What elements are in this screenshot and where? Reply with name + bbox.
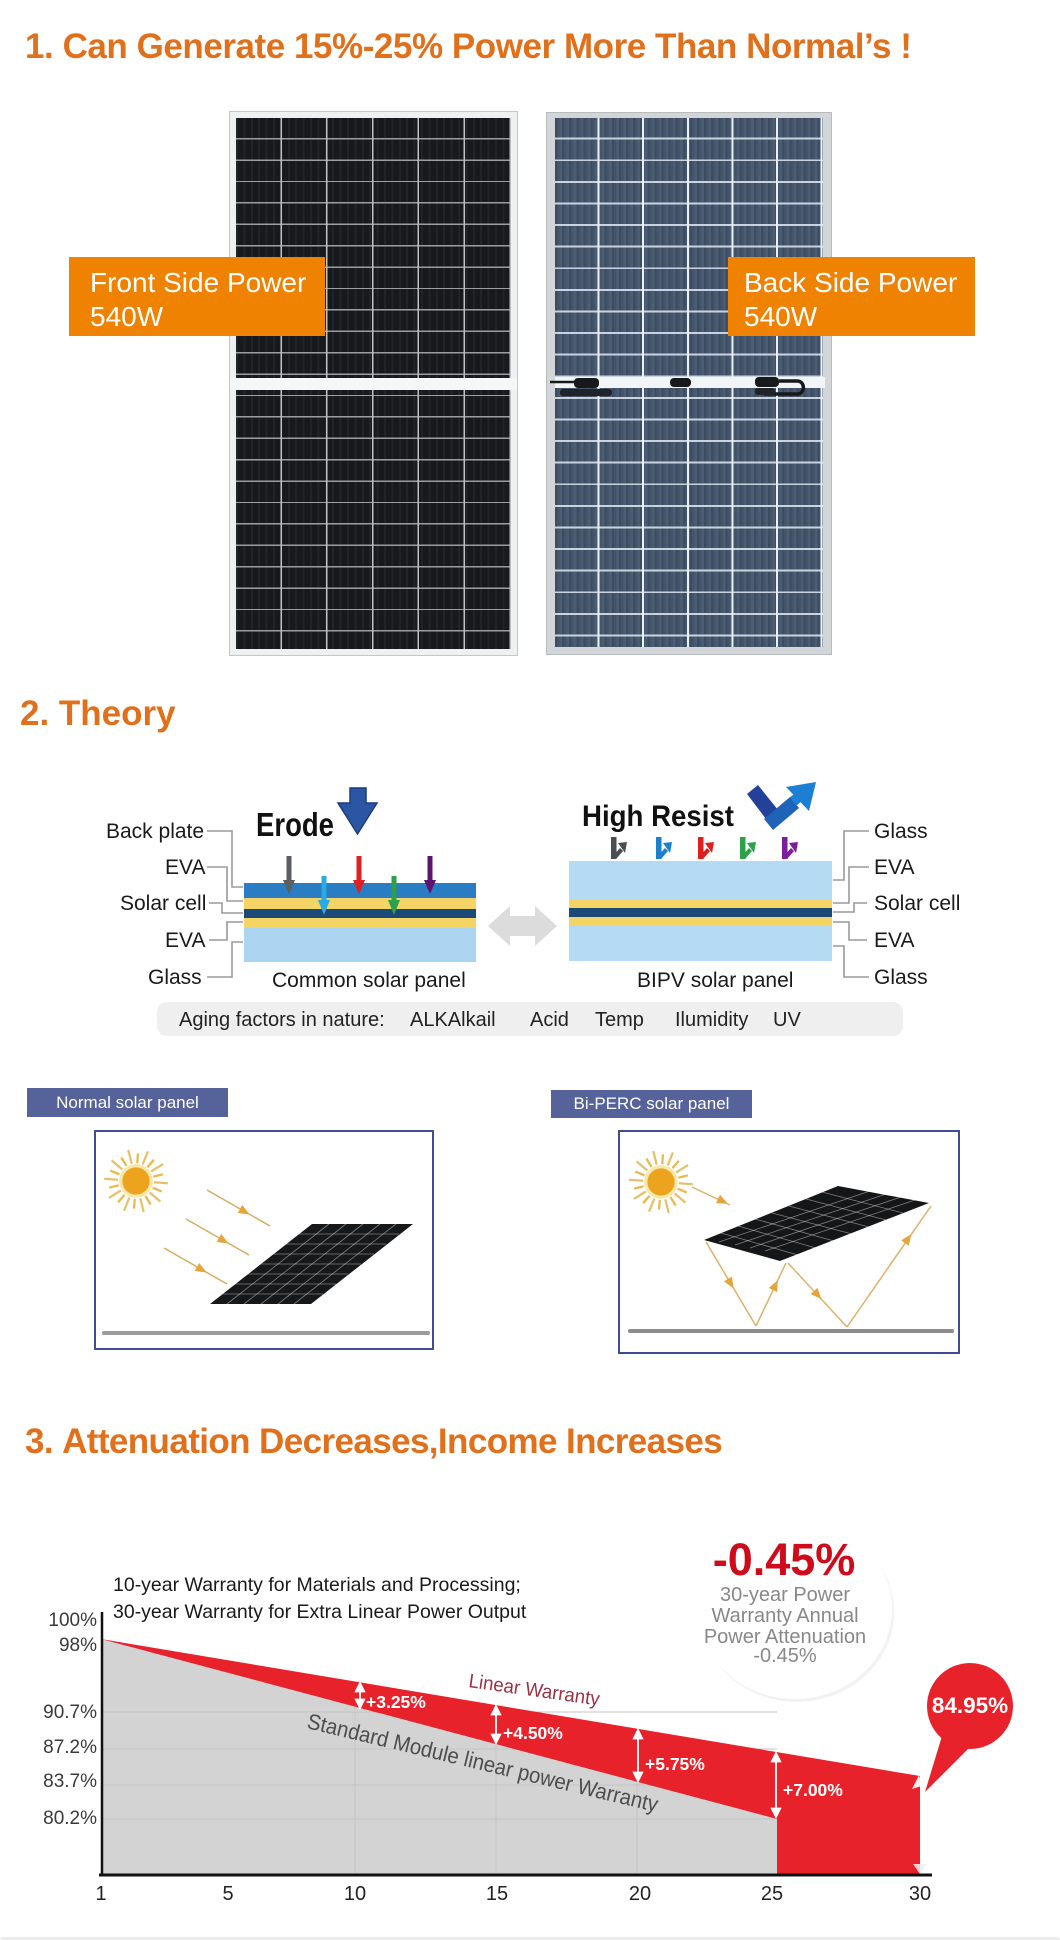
svg-text:+4.50%: +4.50% xyxy=(503,1723,563,1743)
svg-text:90.7%: 90.7% xyxy=(43,1702,97,1723)
svg-text:ALKAlkail: ALKAlkail xyxy=(410,1009,496,1031)
svg-text:EVA: EVA xyxy=(165,856,205,879)
svg-text:Back plate: Back plate xyxy=(106,820,204,843)
svg-text:Acid: Acid xyxy=(530,1009,569,1031)
svg-text:Common solar panel: Common solar panel xyxy=(272,969,466,992)
svg-text:20: 20 xyxy=(629,1883,651,1905)
svg-text:100%: 100% xyxy=(48,1610,97,1631)
svg-text:5: 5 xyxy=(222,1883,233,1905)
svg-text:EVA: EVA xyxy=(874,856,914,879)
svg-text:UV: UV xyxy=(773,1009,801,1031)
svg-text:EVA: EVA xyxy=(874,929,914,952)
svg-text:84.95%: 84.95% xyxy=(932,1693,1008,1718)
svg-text:Aging factors in nature:: Aging factors in nature: xyxy=(179,1009,385,1031)
svg-text:87.2%: 87.2% xyxy=(43,1737,97,1758)
svg-text:Solar cell: Solar cell xyxy=(874,892,960,915)
svg-text:25: 25 xyxy=(761,1883,783,1905)
svg-text:+3.25%: +3.25% xyxy=(366,1692,426,1712)
svg-text:Temp: Temp xyxy=(595,1009,644,1031)
svg-text:+7.00%: +7.00% xyxy=(783,1780,843,1800)
svg-text:+5.75%: +5.75% xyxy=(645,1754,705,1774)
svg-text:1: 1 xyxy=(95,1883,106,1905)
svg-text:EVA: EVA xyxy=(165,929,205,952)
svg-text:Power Attenuation: Power Attenuation xyxy=(704,1626,866,1648)
svg-text:Ilumidity: Ilumidity xyxy=(675,1009,748,1031)
svg-text:15: 15 xyxy=(486,1883,508,1905)
svg-text:Erode: Erode xyxy=(256,806,334,843)
svg-text:Glass: Glass xyxy=(874,966,928,989)
svg-text:High Resist: High Resist xyxy=(582,800,734,833)
svg-text:-0.45%: -0.45% xyxy=(753,1645,817,1667)
svg-text:Glass: Glass xyxy=(148,966,202,989)
svg-text:Warranty Annual: Warranty Annual xyxy=(711,1605,858,1627)
svg-text:30-year Power: 30-year Power xyxy=(720,1584,850,1606)
svg-text:83.7%: 83.7% xyxy=(43,1771,97,1792)
svg-text:Solar cell: Solar cell xyxy=(120,892,206,915)
svg-text:BIPV solar panel: BIPV solar panel xyxy=(637,969,793,992)
svg-text:10: 10 xyxy=(344,1883,366,1905)
svg-text:80.2%: 80.2% xyxy=(43,1808,97,1829)
svg-text:30: 30 xyxy=(909,1883,931,1905)
svg-text:10-year Warranty for Materials: 10-year Warranty for Materials and Proce… xyxy=(113,1574,521,1596)
svg-text:98%: 98% xyxy=(59,1635,97,1656)
svg-text:30-year Warranty for Extra Lin: 30-year Warranty for Extra Linear Power … xyxy=(113,1601,527,1623)
svg-text:-0.45%: -0.45% xyxy=(713,1534,856,1585)
svg-text:Glass: Glass xyxy=(874,820,928,843)
